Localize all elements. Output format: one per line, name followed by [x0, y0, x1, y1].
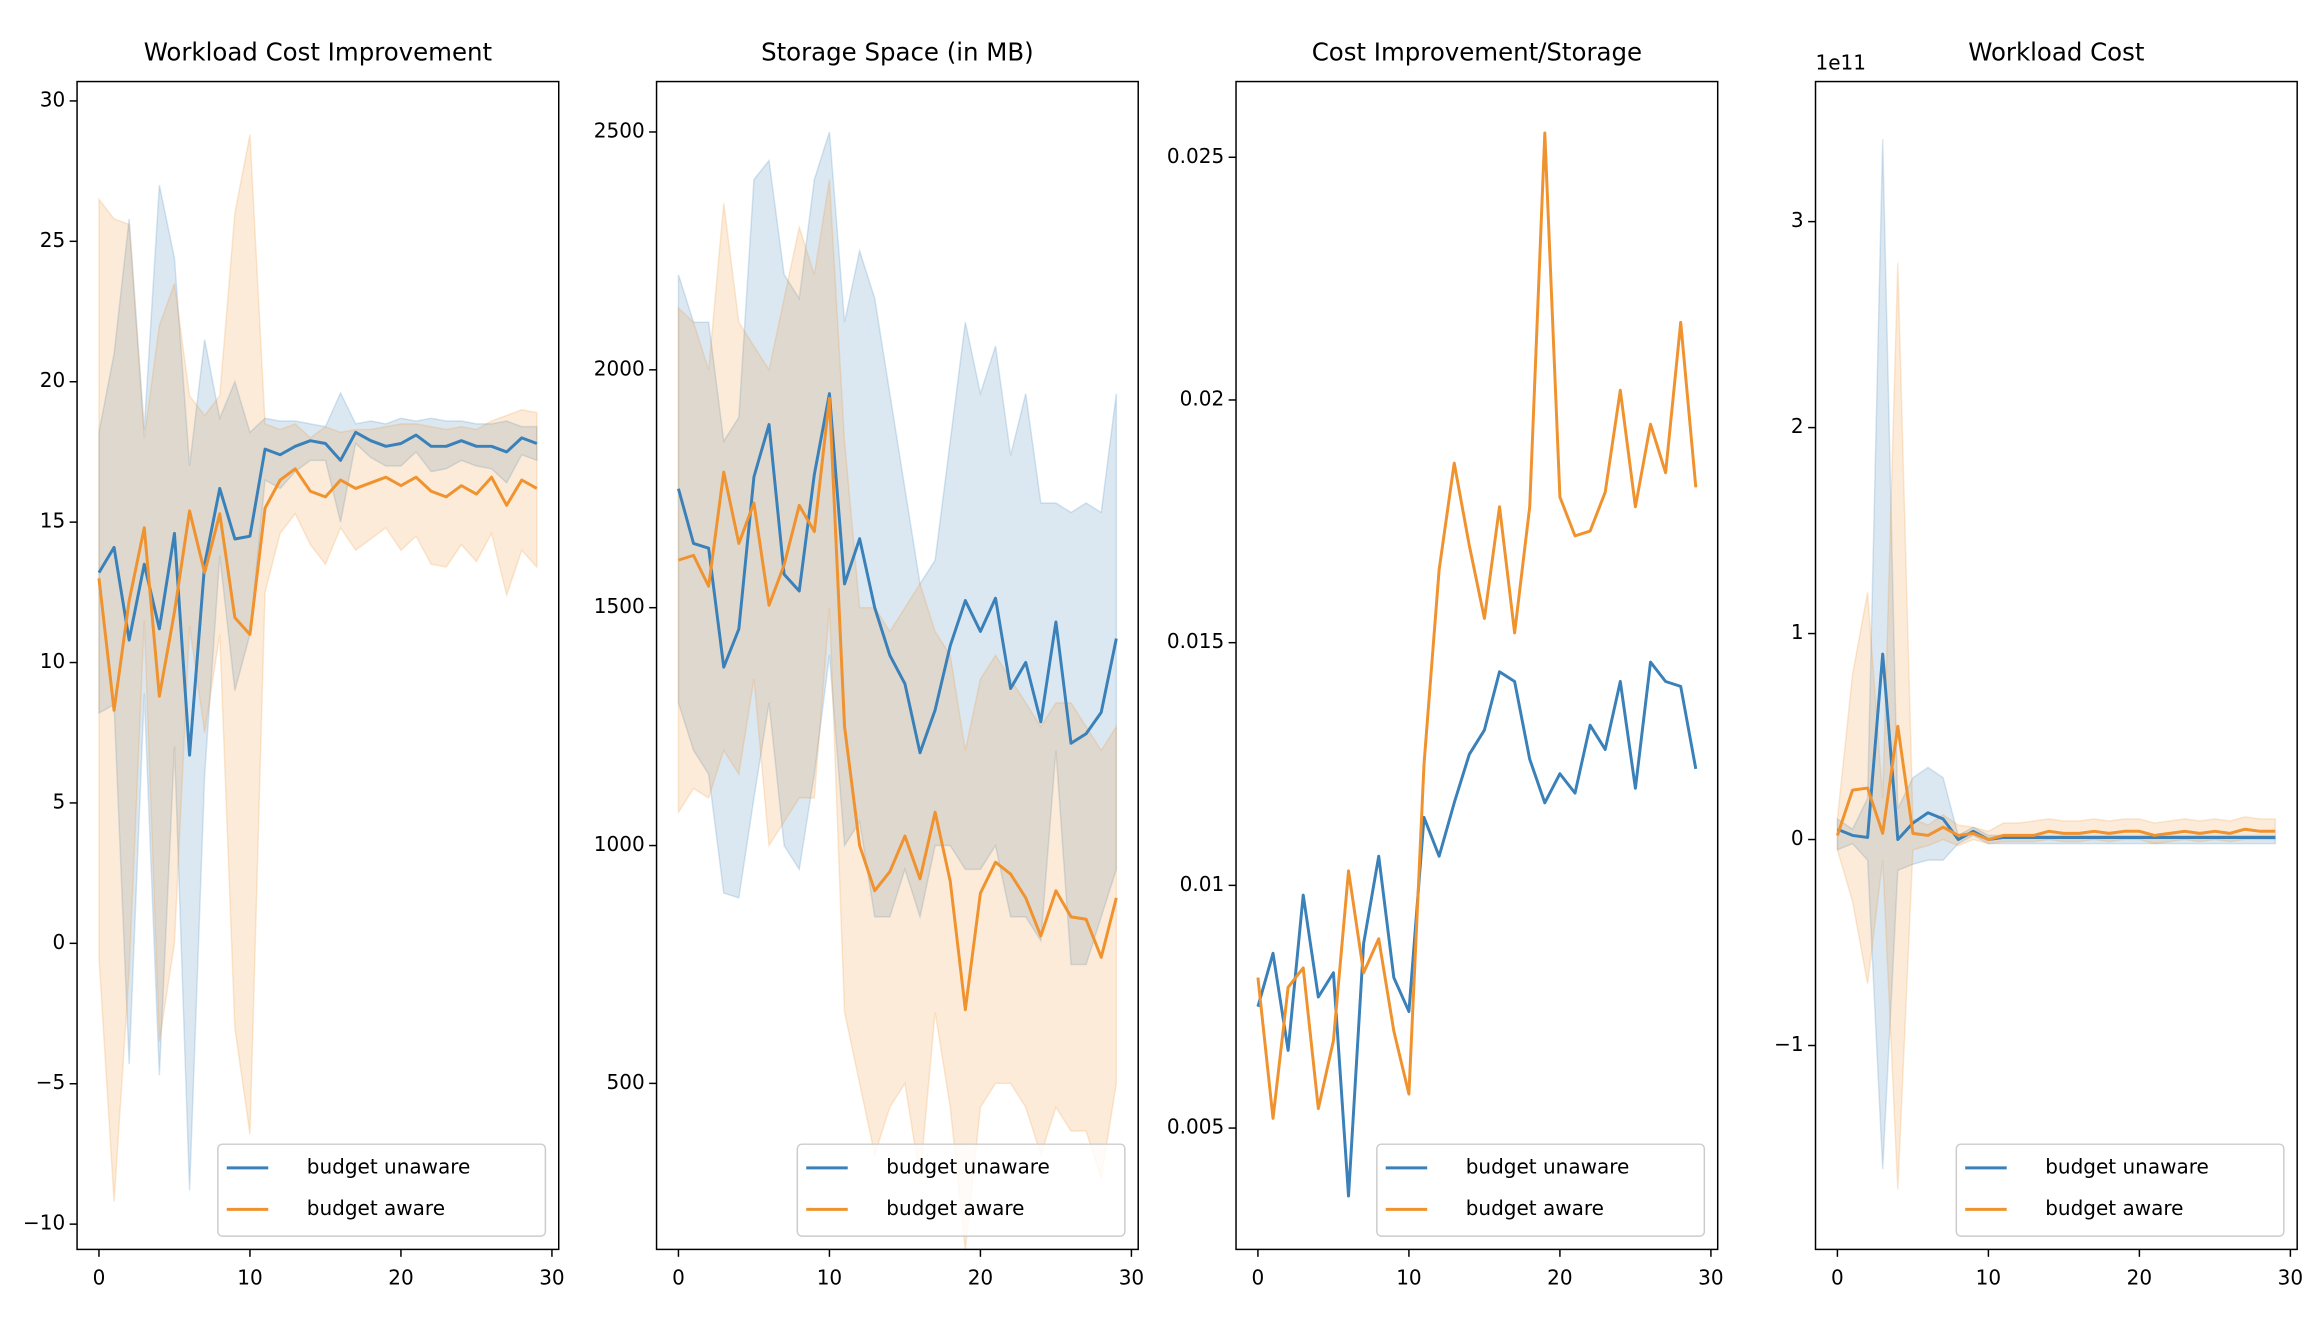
x-tick-label: 0 [1252, 1266, 1265, 1290]
y-tick-label: −1 [1774, 1032, 1803, 1056]
legend-box [796, 1143, 1126, 1237]
line [1256, 131, 1698, 1120]
error-band [677, 179, 1118, 1250]
legend-label: budget unaware [886, 1154, 1050, 1178]
legend-label: budget unaware [2045, 1154, 2209, 1178]
legend-label: budget aware [2045, 1196, 2183, 1220]
x-tick-label: 10 [1976, 1266, 2001, 1290]
y-tick-label: 1 [1791, 620, 1804, 644]
error-band [98, 134, 538, 1202]
y-tick-label: 0 [52, 930, 65, 954]
y-tick-label: 1000 [594, 832, 645, 856]
offset-label: 1e11 [1816, 50, 1866, 74]
y-tick-label: 15 [40, 509, 65, 533]
y-tick-label: 25 [40, 228, 65, 252]
y-tick-label: 5 [52, 789, 65, 813]
y-tick-label: 10 [40, 649, 65, 673]
y-tick-label: 2000 [594, 356, 645, 380]
legend-label: budget unaware [307, 1154, 471, 1178]
x-tick-label: 0 [93, 1266, 106, 1290]
chart-title: Workload Cost Improvement [144, 37, 492, 66]
chart-title: Cost Improvement/Storage [1312, 37, 1642, 66]
y-tick-label: 0.025 [1167, 144, 1224, 168]
x-tick-label: 30 [2278, 1266, 2303, 1290]
legend-label: budget aware [1466, 1196, 1604, 1220]
legend-label: budget unaware [1466, 1154, 1630, 1178]
axes-frame [1235, 80, 1719, 1251]
legend-label: budget aware [886, 1196, 1024, 1220]
x-tick-label: 30 [1119, 1266, 1144, 1290]
x-tick-label: 10 [817, 1266, 842, 1290]
x-tick-label: 20 [2127, 1266, 2152, 1290]
legend-box [217, 1143, 547, 1237]
x-tick-label: 20 [388, 1266, 413, 1290]
plot-area [97, 134, 538, 1202]
x-tick-label: 30 [1698, 1266, 1723, 1290]
error-band [677, 131, 1118, 966]
y-tick-label: 0.01 [1180, 872, 1225, 896]
line [677, 392, 1118, 755]
y-tick-label: 1500 [594, 594, 645, 618]
x-tick-label: 30 [539, 1266, 564, 1290]
x-tick-label: 20 [1547, 1266, 1572, 1290]
y-tick-label: 3 [1791, 208, 1804, 232]
error-band [1836, 262, 2277, 1190]
error-band [98, 185, 538, 1191]
x-tick-label: 0 [672, 1266, 685, 1290]
y-tick-label: 0.005 [1167, 1115, 1224, 1139]
legend-label: budget aware [307, 1196, 445, 1220]
axes-frame [655, 80, 1139, 1251]
legend-box [1376, 1143, 1706, 1237]
y-tick-label: 0.02 [1180, 386, 1225, 410]
plot-area [1256, 131, 1698, 1198]
line [97, 467, 538, 712]
y-tick-label: 2 [1791, 414, 1804, 438]
y-tick-label: 0 [1791, 826, 1804, 850]
chart-title: Storage Space (in MB) [761, 37, 1034, 66]
error-band [1836, 139, 2277, 1170]
x-tick-label: 20 [968, 1266, 993, 1290]
line [677, 396, 1118, 1012]
line [1835, 724, 2276, 842]
y-tick-label: 20 [40, 368, 65, 392]
y-tick-label: −10 [23, 1211, 65, 1235]
y-tick-label: 30 [40, 87, 65, 111]
axes-frame [1814, 80, 2298, 1251]
y-tick-label: 500 [607, 1070, 645, 1094]
plot-area [677, 131, 1118, 1250]
x-tick-label: 0 [1831, 1266, 1844, 1290]
line [1256, 660, 1698, 1198]
y-tick-label: 0.015 [1167, 629, 1224, 653]
line [97, 430, 538, 757]
legend-box [1955, 1143, 2285, 1237]
y-tick-label: 2500 [594, 118, 645, 142]
x-tick-label: 10 [1396, 1266, 1421, 1290]
plot-area [1835, 139, 2277, 1190]
y-tick-label: −5 [36, 1070, 65, 1094]
axes-frame [76, 80, 560, 1251]
x-tick-label: 10 [237, 1266, 262, 1290]
chart-title: Workload Cost [1968, 37, 2144, 66]
